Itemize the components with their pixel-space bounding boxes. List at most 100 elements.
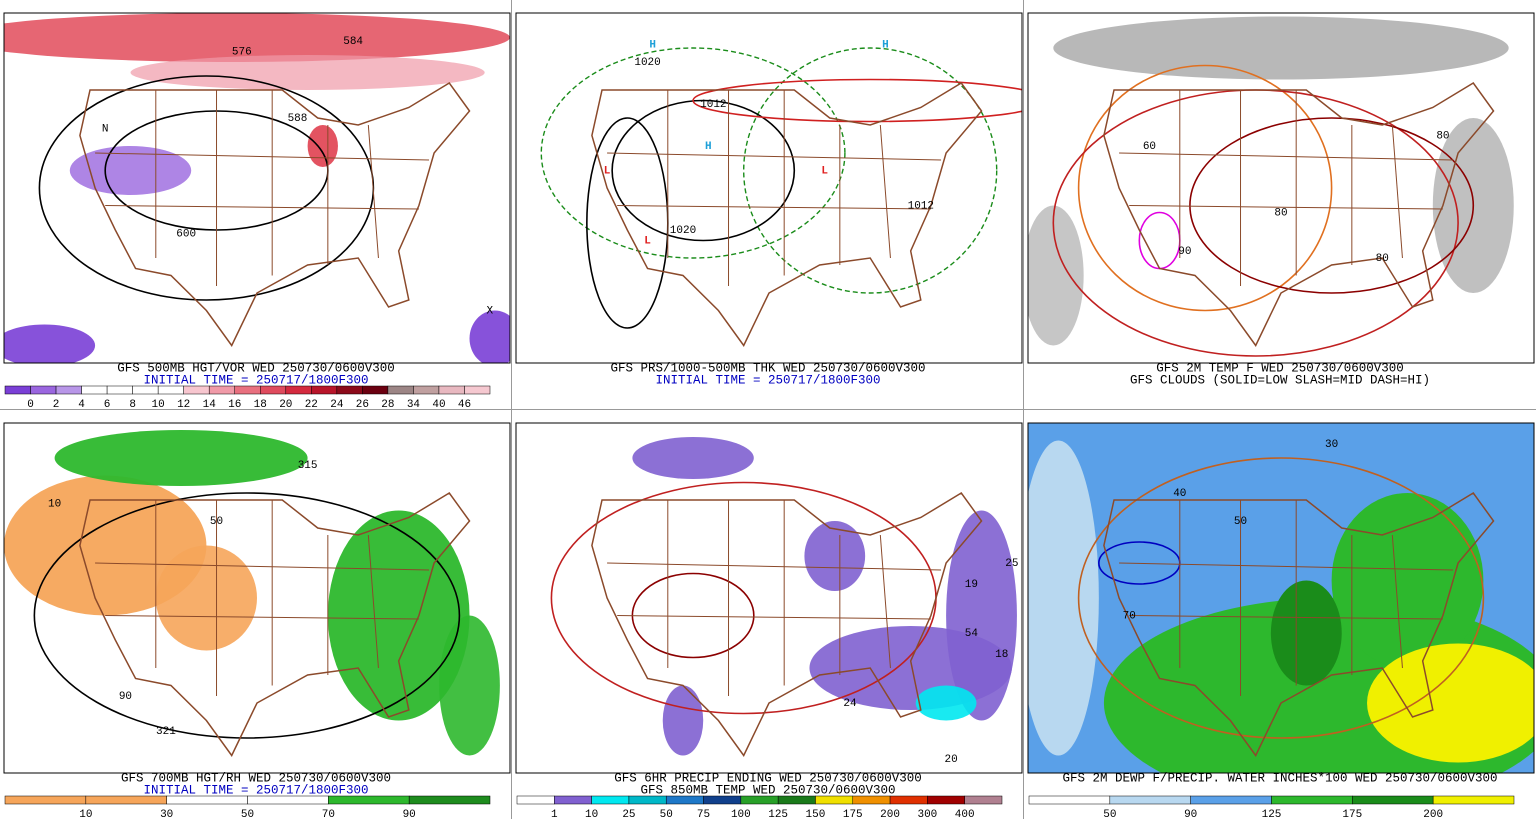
map: 576 584 588 600 N X: [4, 13, 510, 363]
caption: GFS 2M TEMP F WED 250730/0600V300: [1156, 361, 1404, 375]
contour: [743, 47, 998, 294]
map-label: 90: [1178, 246, 1191, 258]
colorbar-swatch: [234, 385, 261, 395]
field-area: [915, 685, 977, 721]
panel: 50 90 10 315 321 GFS 700MB HGT/RH WED 250730/…: [3, 422, 511, 819]
state-border: [607, 152, 942, 161]
map-label: 30: [1325, 439, 1338, 451]
map-label: 50: [210, 516, 223, 528]
colorbar-label: 0: [27, 399, 34, 411]
map-label: 1012: [908, 200, 934, 212]
map: 25 19 54 18 24 20: [516, 423, 1022, 773]
colorbar-label: 14: [203, 399, 217, 411]
colorbar-swatch: [4, 385, 31, 395]
map-label: 1020: [670, 225, 696, 237]
field-area: [804, 521, 866, 591]
map-label: 600: [176, 228, 196, 240]
colorbar-swatch: [438, 385, 465, 395]
colorbar-swatch: [362, 385, 389, 395]
map: 40 30 50 70: [1028, 423, 1534, 773]
colorbar-label: 90: [403, 809, 416, 819]
coastline: [591, 82, 983, 347]
colorbar-label: 4: [78, 399, 85, 411]
state-border: [367, 534, 379, 669]
caption: INITIAL TIME = 250717/1800F300: [655, 373, 880, 387]
contour: [1189, 117, 1475, 294]
colorbar-label: 16: [228, 399, 241, 411]
colorbar-label: 175: [843, 809, 863, 819]
colorbar-swatch: [1271, 795, 1353, 805]
colorbar-label: 34: [407, 399, 421, 411]
map: 50 90 10 315 321: [4, 423, 510, 773]
coastline: [591, 492, 983, 757]
map-label: 1012: [700, 99, 726, 111]
state-border: [367, 124, 379, 259]
colorbar-swatch: [208, 385, 235, 395]
map-label: H: [882, 39, 889, 51]
field-area: [54, 430, 308, 486]
colorbar-swatch: [81, 385, 108, 395]
colorbar-swatch: [964, 795, 1003, 805]
contour: [1077, 64, 1333, 312]
state-border: [1391, 534, 1403, 669]
field-area: [4, 324, 96, 363]
contour: [692, 78, 1022, 123]
colorbar-swatch: [387, 385, 414, 395]
caption: GFS 6HR PRECIP ENDING WED 250730/0600V30…: [614, 771, 922, 785]
colorbar-swatch: [665, 795, 704, 805]
state-border: [1119, 562, 1454, 571]
contour: [540, 47, 846, 259]
colorbar-label: 200: [880, 809, 900, 819]
colorbar-swatch: [85, 795, 167, 805]
colorbar-label: 150: [806, 809, 826, 819]
colorbar-label: 28: [381, 399, 394, 411]
map-frame: [3, 422, 511, 774]
map: 80 80 80 90 60: [1028, 13, 1534, 363]
map-label: 50: [1234, 516, 1247, 528]
map-label: 80: [1274, 207, 1287, 219]
map-label: 19: [965, 579, 978, 591]
state-border: [1129, 205, 1443, 210]
map-label: N: [102, 123, 109, 135]
colorbar-label: 26: [356, 399, 369, 411]
map-label: 18: [995, 649, 1008, 661]
caption: GFS 2M DEWP F/PRECIP. WATER INCHES*100 W…: [1062, 771, 1497, 785]
colorbar-label: 125: [1262, 809, 1282, 819]
map-label: L: [821, 165, 828, 177]
colorbar-swatch: [1109, 795, 1191, 805]
map-label: 60: [1143, 141, 1156, 153]
colorbar-swatch: [4, 795, 87, 805]
colorbar-swatch: [703, 795, 742, 805]
colorbar-swatch: [132, 385, 159, 395]
field-area: [307, 125, 338, 167]
colorbar-label: 400: [955, 809, 975, 819]
colorbar-swatch: [30, 385, 57, 395]
colorbar-label: 2: [53, 399, 60, 411]
colorbar-label: 10: [585, 809, 598, 819]
map-frame: [515, 12, 1023, 364]
map-label: 588: [288, 113, 308, 125]
map-label: X: [486, 305, 493, 317]
state-border: [1129, 615, 1443, 620]
map-label: 90: [119, 691, 132, 703]
state-border: [95, 152, 430, 161]
colorbar-label: 12: [177, 399, 190, 411]
state-border: [105, 615, 419, 620]
panel: 40 30 50 70 GFS 2M DEWP F/PRECIP. WATER INCH…: [1027, 422, 1535, 819]
colorbar-label: 8: [129, 399, 136, 411]
map-label: H: [649, 39, 656, 51]
colorbar-swatch: [1352, 795, 1434, 805]
caption: GFS 700MB HGT/RH WED 250730/0600V300: [121, 771, 391, 785]
field-area: [1028, 205, 1084, 346]
state-border: [1119, 152, 1454, 161]
map-label: L: [644, 235, 651, 247]
colorbar-label: 75: [697, 809, 710, 819]
colorbar-swatch: [852, 795, 891, 805]
map-label: 20: [945, 754, 958, 766]
map-frame: [1027, 422, 1535, 774]
map: H H H L L L 1012 1020 1012 1020: [516, 13, 1022, 363]
colorbar-swatch: [413, 385, 440, 395]
colorbar-label: 40: [432, 399, 445, 411]
colorbar-label: 10: [79, 809, 92, 819]
